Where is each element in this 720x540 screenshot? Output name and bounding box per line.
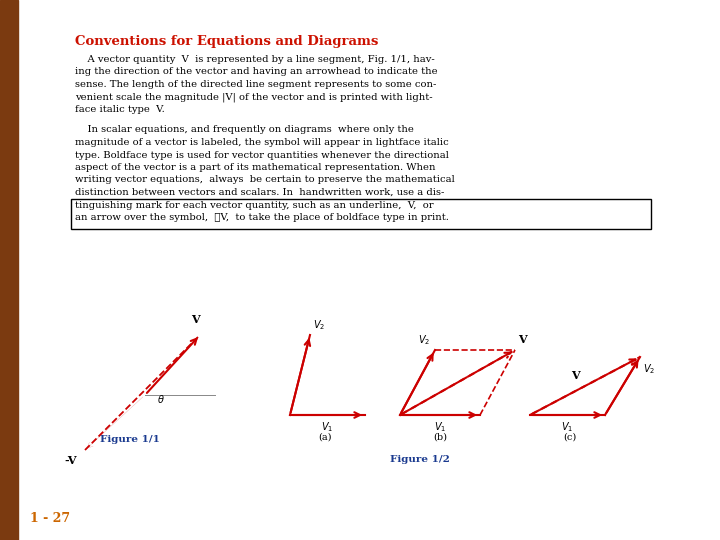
Text: face italic type  V.: face italic type V. [75, 105, 165, 114]
Text: ing the direction of the vector and having an arrowhead to indicate the: ing the direction of the vector and havi… [75, 68, 438, 77]
Text: A vector quantity  V  is represented by a line segment, Fig. 1/1, hav-: A vector quantity V is represented by a … [75, 55, 435, 64]
Text: aspect of the vector is a part of its mathematical representation. When: aspect of the vector is a part of its ma… [75, 163, 436, 172]
Text: tinguishing mark for each vector quantity, such as an underline,  V,  or: tinguishing mark for each vector quantit… [75, 200, 433, 210]
Text: (b): (b) [433, 433, 447, 442]
Text: -V: -V [65, 455, 77, 466]
Text: $\theta$: $\theta$ [157, 393, 165, 405]
Text: venient scale the magnitude |V| of the vector and is printed with light-: venient scale the magnitude |V| of the v… [75, 92, 433, 102]
Text: $V_1$: $V_1$ [434, 420, 446, 434]
Text: type. Boldface type is used for vector quantities whenever the directional: type. Boldface type is used for vector q… [75, 151, 449, 159]
Text: Conventions for Equations and Diagrams: Conventions for Equations and Diagrams [75, 35, 379, 48]
Text: sense. The length of the directed line segment represents to some con-: sense. The length of the directed line s… [75, 80, 436, 89]
Text: (a): (a) [318, 433, 332, 442]
Bar [71, 199, 651, 228]
Bar [0, 0, 18, 540]
Text: V: V [571, 370, 580, 381]
Text: V: V [191, 314, 199, 325]
Text: $V_2$: $V_2$ [418, 333, 430, 347]
Text: Figure 1/2: Figure 1/2 [390, 455, 450, 464]
Text: writing vector equations,  always  be certain to preserve the mathematical: writing vector equations, always be cert… [75, 176, 455, 185]
Text: In scalar equations, and frequently on diagrams  where only the: In scalar equations, and frequently on d… [75, 125, 414, 134]
Text: magnitude of a vector is labeled, the symbol will appear in lightface italic: magnitude of a vector is labeled, the sy… [75, 138, 449, 147]
Text: V: V [518, 334, 526, 345]
Text: $V_1$: $V_1$ [561, 420, 573, 434]
Text: $V_2$: $V_2$ [313, 318, 325, 332]
Text: $V_1$: $V_1$ [321, 420, 333, 434]
Text: distinction between vectors and scalars. In  handwritten work, use a dis-: distinction between vectors and scalars.… [75, 188, 444, 197]
Text: Figure 1/1: Figure 1/1 [100, 435, 160, 444]
Text: (c): (c) [563, 433, 577, 442]
Text: $V_2$: $V_2$ [643, 362, 655, 376]
Text: 1 - 27: 1 - 27 [30, 512, 70, 525]
Text: an arrow over the symbol,  ⃗V,  to take the place of boldface type in print.: an arrow over the symbol, ⃗V, to take th… [75, 213, 449, 222]
